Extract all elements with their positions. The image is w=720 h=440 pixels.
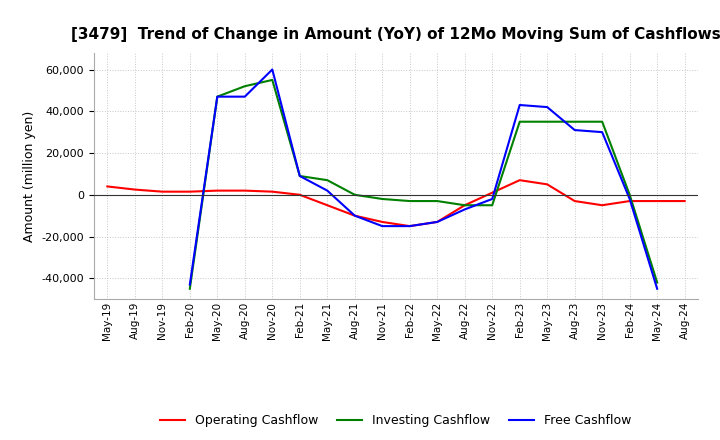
Investing Cashflow (570, 119, 579, 125)
Line: Free Cashflow: Free Cashflow (190, 70, 657, 289)
Free Cashflow (351, 213, 359, 218)
Title: [3479]  Trend of Change in Amount (YoY) of 12Mo Moving Sum of Cashflows: [3479] Trend of Change in Amount (YoY) o… (71, 27, 720, 42)
Operating Cashflow (351, 213, 359, 218)
Operating Cashflow (626, 198, 634, 204)
Free Cashflow (516, 103, 524, 108)
Operating Cashflow (268, 189, 276, 194)
Legend: Operating Cashflow, Investing Cashflow, Free Cashflow: Operating Cashflow, Investing Cashflow, … (156, 409, 636, 432)
Operating Cashflow (653, 198, 662, 204)
Free Cashflow (378, 224, 387, 229)
Operating Cashflow (433, 219, 441, 224)
Investing Cashflow (626, 192, 634, 198)
Free Cashflow (213, 94, 222, 99)
Operating Cashflow (323, 202, 332, 208)
Free Cashflow (598, 129, 606, 135)
Free Cashflow (405, 224, 414, 229)
Line: Investing Cashflow: Investing Cashflow (190, 80, 657, 289)
Operating Cashflow (295, 192, 304, 198)
Operating Cashflow (158, 189, 166, 194)
Investing Cashflow (653, 280, 662, 285)
Free Cashflow (186, 282, 194, 287)
Operating Cashflow (405, 224, 414, 229)
Investing Cashflow (213, 94, 222, 99)
Line: Operating Cashflow: Operating Cashflow (107, 180, 685, 226)
Investing Cashflow (488, 202, 497, 208)
Investing Cashflow (240, 84, 249, 89)
Investing Cashflow (295, 173, 304, 179)
Operating Cashflow (543, 182, 552, 187)
Free Cashflow (295, 173, 304, 179)
Free Cashflow (323, 188, 332, 193)
Free Cashflow (570, 128, 579, 133)
Investing Cashflow (405, 198, 414, 204)
Operating Cashflow (488, 190, 497, 195)
Operating Cashflow (460, 202, 469, 208)
Free Cashflow (543, 104, 552, 110)
Operating Cashflow (130, 187, 139, 192)
Free Cashflow (653, 286, 662, 291)
Investing Cashflow (516, 119, 524, 125)
Free Cashflow (433, 219, 441, 224)
Investing Cashflow (433, 198, 441, 204)
Free Cashflow (268, 67, 276, 72)
Investing Cashflow (543, 119, 552, 125)
Operating Cashflow (598, 202, 606, 208)
Operating Cashflow (680, 198, 689, 204)
Investing Cashflow (351, 192, 359, 198)
Investing Cashflow (186, 286, 194, 291)
Investing Cashflow (268, 77, 276, 83)
Investing Cashflow (460, 202, 469, 208)
Operating Cashflow (378, 219, 387, 224)
Operating Cashflow (103, 184, 112, 189)
Operating Cashflow (240, 188, 249, 193)
Free Cashflow (488, 196, 497, 202)
Operating Cashflow (186, 189, 194, 194)
Investing Cashflow (598, 119, 606, 125)
Free Cashflow (240, 94, 249, 99)
Operating Cashflow (213, 188, 222, 193)
Investing Cashflow (378, 196, 387, 202)
Free Cashflow (626, 196, 634, 202)
Investing Cashflow (323, 177, 332, 183)
Operating Cashflow (570, 198, 579, 204)
Free Cashflow (460, 207, 469, 212)
Y-axis label: Amount (million yen): Amount (million yen) (23, 110, 36, 242)
Operating Cashflow (516, 177, 524, 183)
